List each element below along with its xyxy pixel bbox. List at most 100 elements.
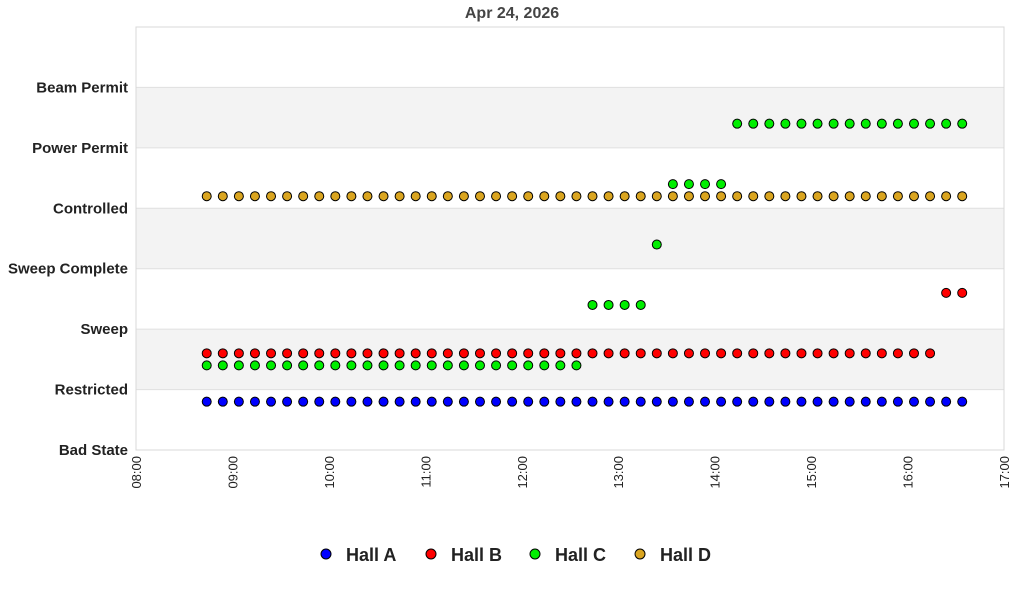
data-point: [603, 396, 614, 407]
data-point: [346, 191, 357, 202]
data-point: [941, 118, 952, 129]
data-point: [587, 191, 598, 202]
data-point: [394, 191, 405, 202]
data-point: [571, 348, 582, 359]
legend-marker-icon: [634, 548, 646, 560]
data-point: [362, 191, 373, 202]
data-point: [925, 118, 936, 129]
y-tick-label: Beam Permit: [36, 79, 128, 96]
data-point: [780, 118, 791, 129]
data-point: [474, 191, 485, 202]
data-point: [266, 348, 277, 359]
data-point: [266, 396, 277, 407]
data-point: [491, 348, 502, 359]
data-point: [908, 118, 919, 129]
data-point: [619, 348, 630, 359]
data-point: [507, 360, 518, 371]
data-point: [346, 396, 357, 407]
data-point: [828, 191, 839, 202]
data-point: [571, 396, 582, 407]
data-point: [571, 191, 582, 202]
data-point: [957, 396, 968, 407]
data-point: [941, 396, 952, 407]
data-point: [555, 348, 566, 359]
data-point: [426, 360, 437, 371]
data-point: [330, 360, 341, 371]
data-point: [330, 191, 341, 202]
y-tick-label: Sweep Complete: [8, 261, 128, 278]
data-point: [458, 360, 469, 371]
data-point: [362, 348, 373, 359]
data-point: [796, 191, 807, 202]
data-point: [764, 191, 775, 202]
data-point: [796, 118, 807, 129]
data-point: [732, 348, 743, 359]
data-point: [683, 348, 694, 359]
data-point: [732, 118, 743, 129]
data-point: [539, 396, 550, 407]
data-point: [346, 360, 357, 371]
data-point: [378, 191, 389, 202]
data-point: [908, 396, 919, 407]
data-point: [828, 396, 839, 407]
data-point: [507, 191, 518, 202]
data-point: [378, 360, 389, 371]
data-point: [957, 287, 968, 298]
legend-label: Hall B: [451, 545, 502, 565]
data-point: [619, 191, 630, 202]
data-point: [603, 348, 614, 359]
data-point: [860, 118, 871, 129]
data-point: [201, 348, 212, 359]
data-point: [491, 396, 502, 407]
data-point: [217, 191, 228, 202]
data-point: [812, 348, 823, 359]
data-point: [844, 348, 855, 359]
data-point: [812, 396, 823, 407]
data-point: [346, 348, 357, 359]
data-point: [555, 191, 566, 202]
data-point: [266, 360, 277, 371]
data-point: [282, 191, 293, 202]
data-point: [925, 191, 936, 202]
data-point: [249, 396, 260, 407]
data-point: [491, 191, 502, 202]
data-point: [394, 348, 405, 359]
data-point: [249, 348, 260, 359]
data-point: [844, 396, 855, 407]
data-point: [667, 179, 678, 190]
data-point: [426, 348, 437, 359]
data-point: [683, 396, 694, 407]
data-point: [458, 191, 469, 202]
data-point: [812, 118, 823, 129]
data-point: [748, 396, 759, 407]
data-point: [282, 360, 293, 371]
data-point: [314, 191, 325, 202]
data-point: [683, 191, 694, 202]
data-point: [410, 396, 421, 407]
data-point: [635, 191, 646, 202]
data-point: [651, 396, 662, 407]
data-point: [732, 396, 743, 407]
data-point: [555, 396, 566, 407]
data-point: [282, 396, 293, 407]
legend-label: Hall A: [346, 545, 396, 565]
data-point: [700, 396, 711, 407]
data-point: [764, 396, 775, 407]
chart-title: Apr 24, 2026: [465, 5, 559, 22]
data-point: [249, 191, 260, 202]
data-point: [908, 348, 919, 359]
data-point: [748, 348, 759, 359]
data-point: [716, 396, 727, 407]
data-point: [474, 360, 485, 371]
y-tick-label: Sweep: [80, 321, 128, 338]
data-point: [716, 179, 727, 190]
data-point: [667, 348, 678, 359]
data-point: [442, 191, 453, 202]
data-point: [619, 396, 630, 407]
data-point: [941, 191, 952, 202]
data-point: [442, 396, 453, 407]
x-tick-label: 16:00: [901, 456, 916, 489]
data-point: [491, 360, 502, 371]
data-point: [635, 299, 646, 310]
